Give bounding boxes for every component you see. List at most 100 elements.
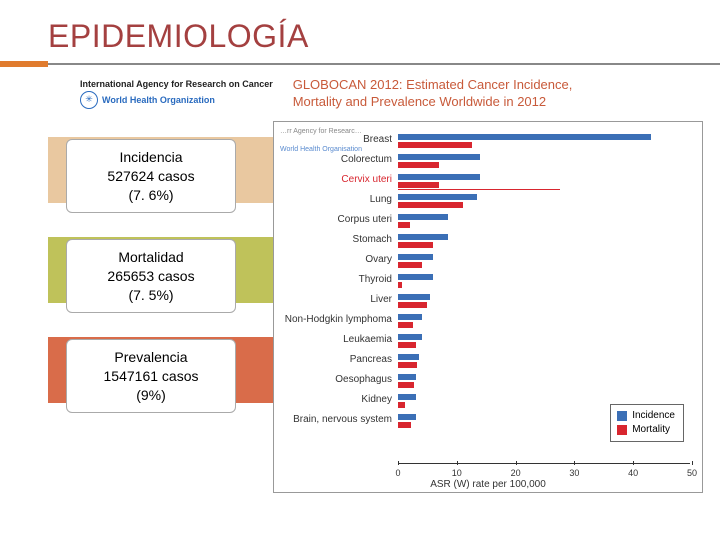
- stat-box: Prevalencia1547161 casos(9%): [66, 339, 236, 414]
- bar-mortality: [398, 262, 422, 268]
- bar-incidence: [398, 194, 477, 200]
- bar-mortality: [398, 162, 439, 168]
- category-label: Liver: [280, 294, 398, 305]
- x-tick-label: 50: [687, 468, 697, 478]
- chart-row: Liver: [398, 292, 690, 310]
- x-tick-label: 40: [628, 468, 638, 478]
- stat-box: Incidencia527624 casos(7. 6%): [66, 139, 236, 214]
- bar-mortality: [398, 222, 410, 228]
- who-text: World Health Organization: [102, 95, 215, 105]
- stat-value: 527624 casos: [73, 167, 229, 186]
- bar-incidence: [398, 394, 416, 400]
- chart-row: Corpus uteri: [398, 212, 690, 230]
- bar-mortality: [398, 342, 416, 348]
- bar-mortality: [398, 402, 405, 408]
- bar-incidence: [398, 334, 422, 340]
- bar-incidence: [398, 174, 480, 180]
- bar-incidence: [398, 154, 480, 160]
- stat-title: Incidencia: [73, 148, 229, 167]
- category-label: Stomach: [280, 234, 398, 245]
- category-label: Cervix uteri: [280, 174, 398, 185]
- x-tick-line: [633, 461, 634, 465]
- category-label: Non-Hodgkin lymphoma: [280, 314, 398, 325]
- highlight-underline: [398, 189, 560, 191]
- chart-row: Cervix uteri: [398, 172, 690, 190]
- globocan-title: GLOBOCAN 2012: Estimated Cancer Incidenc…: [293, 77, 670, 111]
- stat-title: Prevalencia: [73, 348, 229, 367]
- bar-mortality: [398, 302, 427, 308]
- content-area: Incidencia527624 casos(7. 6%)Mortalidad2…: [48, 117, 720, 517]
- accent-bar: [0, 61, 48, 67]
- bar-incidence: [398, 274, 433, 280]
- bar-mortality: [398, 382, 414, 388]
- bar-mortality: [398, 362, 417, 368]
- stat-value: 1547161 casos: [73, 367, 229, 386]
- category-label: Colorectum: [280, 154, 398, 165]
- bar-incidence: [398, 354, 419, 360]
- bar-incidence: [398, 234, 448, 240]
- chart-row: Non-Hodgkin lymphoma: [398, 312, 690, 330]
- iarc-block: International Agency for Research on Can…: [80, 79, 273, 109]
- chart-row: Colorectum: [398, 152, 690, 170]
- globocan-line2: Mortality and Prevalence Worldwide in 20…: [293, 94, 546, 109]
- page-title: EPIDEMIOLOGÍA: [0, 0, 720, 61]
- stat-pct: (7. 6%): [73, 186, 229, 205]
- x-tick-label: 20: [511, 468, 521, 478]
- gray-rule: [48, 63, 720, 65]
- stat-pct: (9%): [73, 386, 229, 405]
- category-label: Kidney: [280, 394, 398, 405]
- stat-pct: (7. 5%): [73, 286, 229, 305]
- bar-mortality: [398, 202, 463, 208]
- x-tick-line: [457, 461, 458, 465]
- category-label: Ovary: [280, 254, 398, 265]
- category-label: Oesophagus: [280, 374, 398, 385]
- stat-title: Mortalidad: [73, 248, 229, 267]
- x-axis-line: [398, 463, 690, 464]
- category-label: Leukaemia: [280, 334, 398, 345]
- category-label: Pancreas: [280, 354, 398, 365]
- category-label: Brain, nervous system: [280, 414, 398, 425]
- bar-incidence: [398, 414, 416, 420]
- x-tick-line: [398, 461, 399, 465]
- bar-mortality: [398, 422, 411, 428]
- bar-mortality: [398, 182, 439, 188]
- stat-box: Mortalidad265653 casos(7. 5%): [66, 239, 236, 314]
- x-tick-line: [574, 461, 575, 465]
- who-logo-icon: ✳: [80, 91, 98, 109]
- iarc-text: International Agency for Research on Can…: [80, 79, 273, 89]
- x-tick-label: 10: [452, 468, 462, 478]
- chart-row: Leukaemia: [398, 332, 690, 350]
- chart-mini-who: World Health Organisation: [280, 146, 362, 153]
- x-tick-line: [516, 461, 517, 465]
- legend-label: Mortality: [632, 423, 670, 437]
- x-tick-label: 0: [395, 468, 400, 478]
- globocan-line1: GLOBOCAN 2012: Estimated Cancer Incidenc…: [293, 77, 573, 92]
- category-label: Corpus uteri: [280, 214, 398, 225]
- bar-incidence: [398, 294, 430, 300]
- chart-row: Lung: [398, 192, 690, 210]
- chart-row: Breast: [398, 132, 690, 150]
- bar-incidence: [398, 314, 422, 320]
- bar-mortality: [398, 242, 433, 248]
- category-label: Lung: [280, 194, 398, 205]
- title-rule: [0, 61, 720, 67]
- source-header: International Agency for Research on Can…: [80, 77, 670, 111]
- chart-row: Pancreas: [398, 352, 690, 370]
- bar-mortality: [398, 322, 413, 328]
- legend-swatch: [617, 411, 627, 421]
- category-label: Thyroid: [280, 274, 398, 285]
- chart-panel: …rr Agency for Researc… World Health Org…: [273, 121, 703, 493]
- bar-incidence: [398, 134, 651, 140]
- bar-incidence: [398, 254, 433, 260]
- chart-row: Oesophagus: [398, 372, 690, 390]
- bar-incidence: [398, 214, 448, 220]
- stat-value: 265653 casos: [73, 267, 229, 286]
- legend-swatch: [617, 425, 627, 435]
- bar-mortality: [398, 142, 472, 148]
- x-axis-title: ASR (W) rate per 100,000: [274, 479, 702, 490]
- chart-row: Thyroid: [398, 272, 690, 290]
- x-tick-label: 30: [569, 468, 579, 478]
- category-label: Breast: [280, 134, 398, 145]
- bar-mortality: [398, 282, 402, 288]
- chart-row: Ovary: [398, 252, 690, 270]
